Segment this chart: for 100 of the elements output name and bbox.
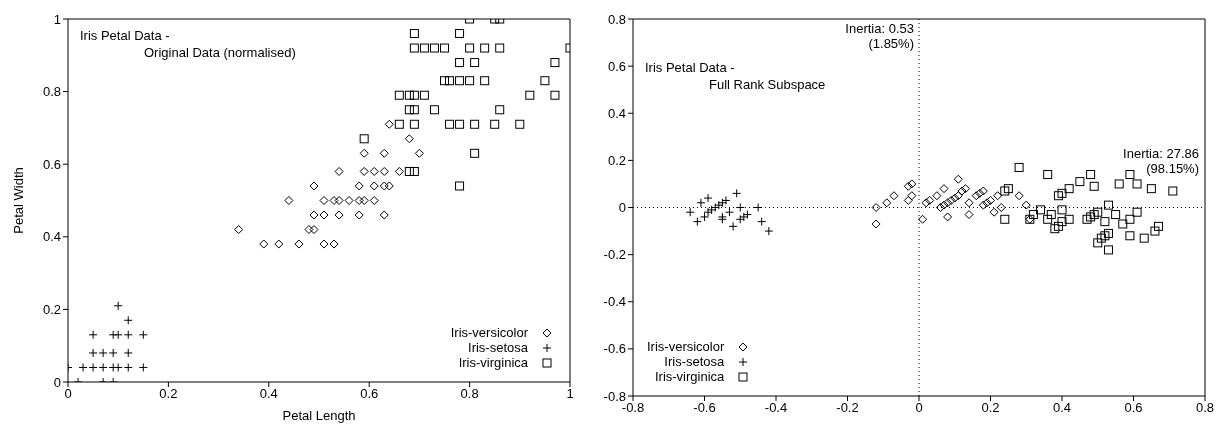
- point: [1132, 179, 1142, 189]
- point: [455, 58, 465, 68]
- y-tick-label: 0.2: [607, 152, 626, 168]
- point: [1046, 210, 1056, 220]
- point: [1075, 177, 1085, 187]
- point: [455, 29, 465, 39]
- point: [1053, 191, 1063, 201]
- x-tick-label: 0.8: [460, 386, 479, 402]
- point: [495, 43, 505, 53]
- x-tick-label: -0.8: [621, 400, 645, 416]
- x-tick-label: -0.2: [836, 400, 859, 416]
- point: [440, 76, 449, 86]
- point: [1082, 214, 1092, 224]
- legend-label: Iris-versicolor: [450, 325, 528, 340]
- point: [480, 43, 490, 53]
- point: [1057, 217, 1067, 227]
- point: [419, 90, 429, 100]
- point: [1150, 226, 1160, 236]
- point: [465, 43, 475, 53]
- x-tick-label: 0: [915, 400, 923, 416]
- point: [404, 90, 414, 100]
- point: [1103, 245, 1113, 255]
- point: [1036, 205, 1046, 215]
- annotation: Inertia: 27.86 (98.15%): [1123, 145, 1199, 176]
- point: [1111, 210, 1121, 220]
- point: [409, 119, 419, 129]
- point: [1146, 184, 1156, 194]
- point: [495, 105, 505, 115]
- point: [1103, 200, 1113, 210]
- legend-label: Iris-setosa: [468, 340, 528, 355]
- y-tick-label: -0.2: [603, 247, 626, 263]
- x-axis-title: Petal Length: [282, 408, 356, 423]
- point: [1125, 231, 1135, 241]
- point: [445, 76, 455, 86]
- point: [1125, 170, 1135, 180]
- text: Iris Petal Data -: [645, 59, 736, 76]
- point: [429, 43, 439, 53]
- point: [1168, 186, 1178, 196]
- point: [409, 29, 419, 39]
- text: Full Rank Subspace: [708, 76, 826, 93]
- x-tick-label: 0.8: [1195, 400, 1215, 416]
- y-tick-label: 0.4: [42, 229, 61, 245]
- point: [1132, 207, 1142, 217]
- y-tick-label: 0.2: [42, 302, 61, 318]
- text: Iris Petal Data -: [80, 27, 171, 44]
- y-tick-label: 0.8: [607, 11, 626, 27]
- point: [1118, 219, 1128, 229]
- point: [409, 166, 419, 176]
- point: [1064, 214, 1074, 224]
- x-tick-label: 0.4: [1052, 400, 1072, 416]
- point: [1093, 238, 1103, 248]
- x-tick-label: 0.6: [360, 386, 379, 402]
- point: [550, 90, 560, 100]
- point: [470, 58, 480, 68]
- legend-label: Iris-virginica: [458, 355, 528, 370]
- point: [455, 76, 465, 86]
- y-tick-label: 0.8: [42, 84, 61, 100]
- point: [480, 76, 490, 86]
- point: [419, 43, 429, 53]
- point: [359, 134, 369, 144]
- point: [1043, 214, 1053, 224]
- y-tick-label: 0.6: [42, 156, 61, 172]
- point: [1089, 181, 1099, 191]
- point: [404, 166, 414, 176]
- y-axis-title: Petal Width: [10, 167, 26, 234]
- x-tick-label: 0.2: [981, 400, 1000, 416]
- point: [1000, 214, 1010, 224]
- point: [409, 90, 419, 100]
- legend-label: Iris-virginica: [654, 369, 725, 384]
- point: [1043, 170, 1053, 180]
- x-tick-label: 0.4: [259, 386, 278, 402]
- point: [1086, 170, 1096, 180]
- x-tick-label: -0.6: [693, 400, 716, 416]
- legend-label: Iris-setosa: [664, 354, 725, 369]
- point: [1114, 179, 1124, 189]
- x-tick-label: 0: [64, 386, 72, 402]
- point: [1154, 221, 1164, 231]
- point: [470, 148, 480, 158]
- point: [455, 181, 465, 191]
- point: [1125, 214, 1135, 224]
- point: [409, 105, 419, 115]
- point: [515, 119, 525, 129]
- point: [525, 90, 535, 100]
- y-tick-label: 0.4: [607, 105, 626, 121]
- x-tick-label: 0.2: [159, 386, 178, 402]
- y-tick-label: -0.4: [603, 294, 626, 310]
- text: Original Data (normalised): [143, 44, 296, 61]
- point: [1093, 207, 1103, 217]
- point: [1139, 233, 1149, 243]
- x-tick-label: -0.4: [764, 400, 788, 416]
- y-tick-label: 0.6: [607, 58, 626, 74]
- y-tick-label: 1: [53, 11, 61, 27]
- point: [465, 76, 475, 86]
- point: [440, 43, 449, 53]
- point: [540, 76, 550, 86]
- point: [1057, 205, 1067, 215]
- point: [1064, 184, 1074, 194]
- x-tick-label: 0.6: [1124, 400, 1143, 416]
- point: [1100, 217, 1110, 227]
- point: [394, 90, 404, 100]
